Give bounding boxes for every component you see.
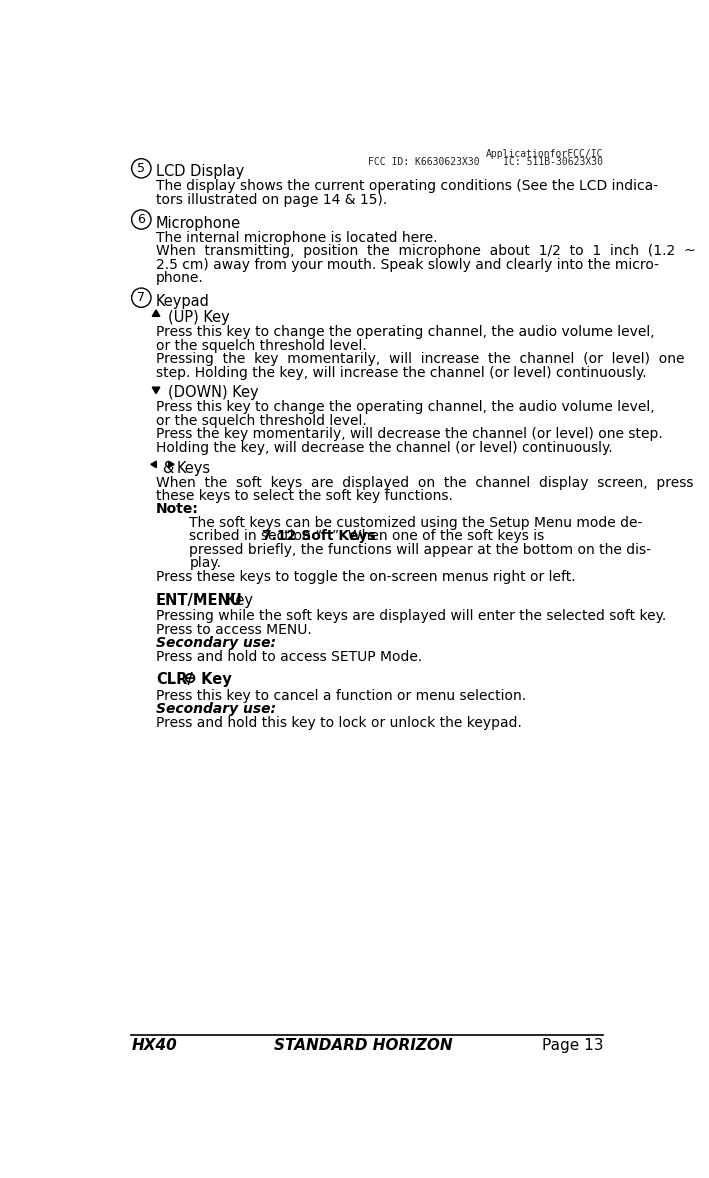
Text: ENT/MENU: ENT/MENU [156, 593, 243, 608]
Polygon shape [169, 461, 174, 468]
Text: Holding the key, will decrease the channel (or level) continuously.: Holding the key, will decrease the chann… [156, 441, 613, 455]
Text: The display shows the current operating conditions (See the LCD indica-: The display shows the current operating … [156, 179, 658, 193]
Text: Press to access MENU.: Press to access MENU. [156, 623, 312, 636]
Text: Microphone: Microphone [156, 216, 241, 231]
Text: Secondary use:: Secondary use: [156, 636, 276, 650]
Text: ”. When one of the soft keys is: ”. When one of the soft keys is [332, 529, 545, 543]
Text: or the squelch threshold level.: or the squelch threshold level. [156, 339, 367, 353]
Text: When  transmitting,  position  the  microphone  about  1/2  to  1  inch  (1.2  ~: When transmitting, position the micropho… [156, 244, 696, 258]
Text: or the squelch threshold level.: or the squelch threshold level. [156, 413, 367, 428]
Text: When  the  soft  keys  are  displayed  on  the  channel  display  screen,  press: When the soft keys are displayed on the … [156, 476, 693, 490]
Polygon shape [152, 310, 160, 317]
Polygon shape [152, 388, 160, 393]
Text: STANDARD HORIZON: STANDARD HORIZON [274, 1039, 452, 1053]
Text: Pressing while the soft keys are displayed will enter the selected soft key.: Pressing while the soft keys are display… [156, 609, 666, 623]
Text: scribed in section “: scribed in section “ [189, 529, 323, 543]
Text: pressed briefly, the functions will appear at the bottom on the dis-: pressed briefly, the functions will appe… [189, 543, 652, 557]
Text: (DOWN) Key: (DOWN) Key [167, 385, 258, 401]
Text: 7: 7 [138, 291, 145, 304]
Text: 2.5 cm) away from your mouth. Speak slowly and clearly into the micro-: 2.5 cm) away from your mouth. Speak slow… [156, 258, 659, 272]
Text: these keys to select the soft key functions.: these keys to select the soft key functi… [156, 489, 453, 503]
Text: HX40: HX40 [131, 1039, 177, 1053]
Text: &: & [162, 461, 173, 476]
Text: Key: Key [196, 673, 231, 687]
Text: Press this key to change the operating channel, the audio volume level,: Press this key to change the operating c… [156, 325, 654, 339]
Text: Press these keys to toggle the on-screen menus right or left.: Press these keys to toggle the on-screen… [156, 570, 576, 584]
Text: LCD Display: LCD Display [156, 165, 245, 179]
Text: Page 13: Page 13 [542, 1039, 603, 1053]
Text: Press this key to cancel a function or menu selection.: Press this key to cancel a function or m… [156, 689, 526, 703]
Text: step. Holding the key, will increase the channel (or level) continuously.: step. Holding the key, will increase the… [156, 366, 647, 379]
Text: phone.: phone. [156, 271, 203, 285]
Text: Press and hold to access SETUP Mode.: Press and hold to access SETUP Mode. [156, 649, 423, 663]
Text: Press the key momentarily, will decrease the channel (or level) one step.: Press the key momentarily, will decrease… [156, 428, 663, 442]
Text: 6: 6 [138, 213, 145, 226]
Text: The soft keys can be customized using the Setup Menu mode de-: The soft keys can be customized using th… [189, 516, 643, 530]
Text: 5: 5 [138, 161, 145, 174]
Text: Keys: Keys [177, 461, 211, 476]
Text: Press this key to change the operating channel, the audio volume level,: Press this key to change the operating c… [156, 401, 654, 415]
Text: ApplicationforFCC/IC: ApplicationforFCC/IC [486, 150, 603, 159]
Text: The internal microphone is located here.: The internal microphone is located here. [156, 231, 437, 245]
Text: Secondary use:: Secondary use: [156, 702, 276, 716]
Text: CLR/: CLR/ [156, 673, 193, 687]
Text: (UP) Key: (UP) Key [167, 310, 230, 325]
Text: Keypad: Keypad [156, 293, 210, 309]
Text: Key: Key [223, 593, 253, 608]
Text: Pressing  the  key  momentarily,  will  increase  the  channel  (or  level)  one: Pressing the key momentarily, will incre… [156, 352, 685, 366]
Text: Note:: Note: [156, 503, 199, 516]
Text: play.: play. [189, 556, 221, 570]
Polygon shape [151, 461, 157, 468]
Text: tors illustrated on page 14 & 15).: tors illustrated on page 14 & 15). [156, 193, 387, 207]
Text: FCC ID: K6630623X30    IC: 511B-30623X30: FCC ID: K6630623X30 IC: 511B-30623X30 [368, 157, 603, 167]
Text: 7.12 Soft Keys: 7.12 Soft Keys [262, 529, 376, 543]
Text: Press and hold this key to lock or unlock the keypad.: Press and hold this key to lock or unloc… [156, 716, 522, 730]
